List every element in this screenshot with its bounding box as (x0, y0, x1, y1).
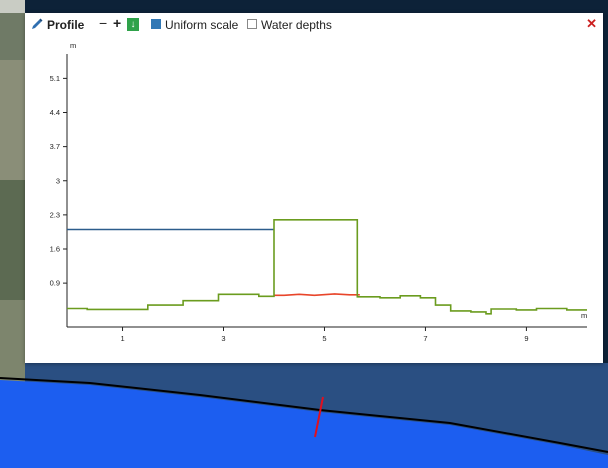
profile-panel: Profile − + ↓ Uniform scale Water depths… (25, 13, 603, 363)
uniform-scale-label[interactable]: Uniform scale (165, 18, 239, 32)
y-tick-label: 2.3 (50, 210, 60, 219)
x-unit-label: m (581, 311, 587, 320)
y-unit-label: m (70, 41, 76, 50)
zoom-out-button[interactable]: − (99, 15, 108, 31)
x-tick-label: 5 (322, 334, 326, 343)
y-tick-label: 3 (56, 176, 60, 185)
download-icon: ↓ (130, 19, 136, 30)
close-button[interactable]: ✕ (586, 16, 597, 31)
profile-series-line (274, 293, 360, 297)
water-depths-checkbox[interactable] (247, 19, 257, 29)
profile-series-line (67, 219, 587, 315)
profile-line (314, 396, 324, 438)
x-tick-label: 7 (423, 334, 427, 343)
y-tick-label: 4.4 (50, 108, 60, 117)
y-tick-label: 3.7 (50, 142, 60, 151)
pencil-icon (32, 18, 43, 29)
profile-chart: m m 0.9 1.6 2.3 3 3.7 4.4 5.1 1 3 5 7 9 (50, 41, 588, 343)
x-tick-label: 3 (221, 334, 225, 343)
x-tick-label: 1 (120, 334, 124, 343)
y-tick-label: 5.1 (50, 74, 60, 83)
zoom-in-button[interactable]: + (113, 15, 122, 31)
y-tick-label: 0.9 (50, 279, 60, 288)
profile-toolbar: Profile − + ↓ Uniform scale Water depths… (25, 13, 603, 37)
profile-title: Profile (47, 18, 85, 32)
x-tick-label: 9 (524, 334, 528, 343)
uniform-scale-checkbox[interactable] (151, 19, 161, 29)
download-button[interactable]: ↓ (127, 18, 139, 31)
y-tick-label: 1.6 (50, 245, 60, 254)
water-depths-label[interactable]: Water depths (261, 18, 332, 32)
